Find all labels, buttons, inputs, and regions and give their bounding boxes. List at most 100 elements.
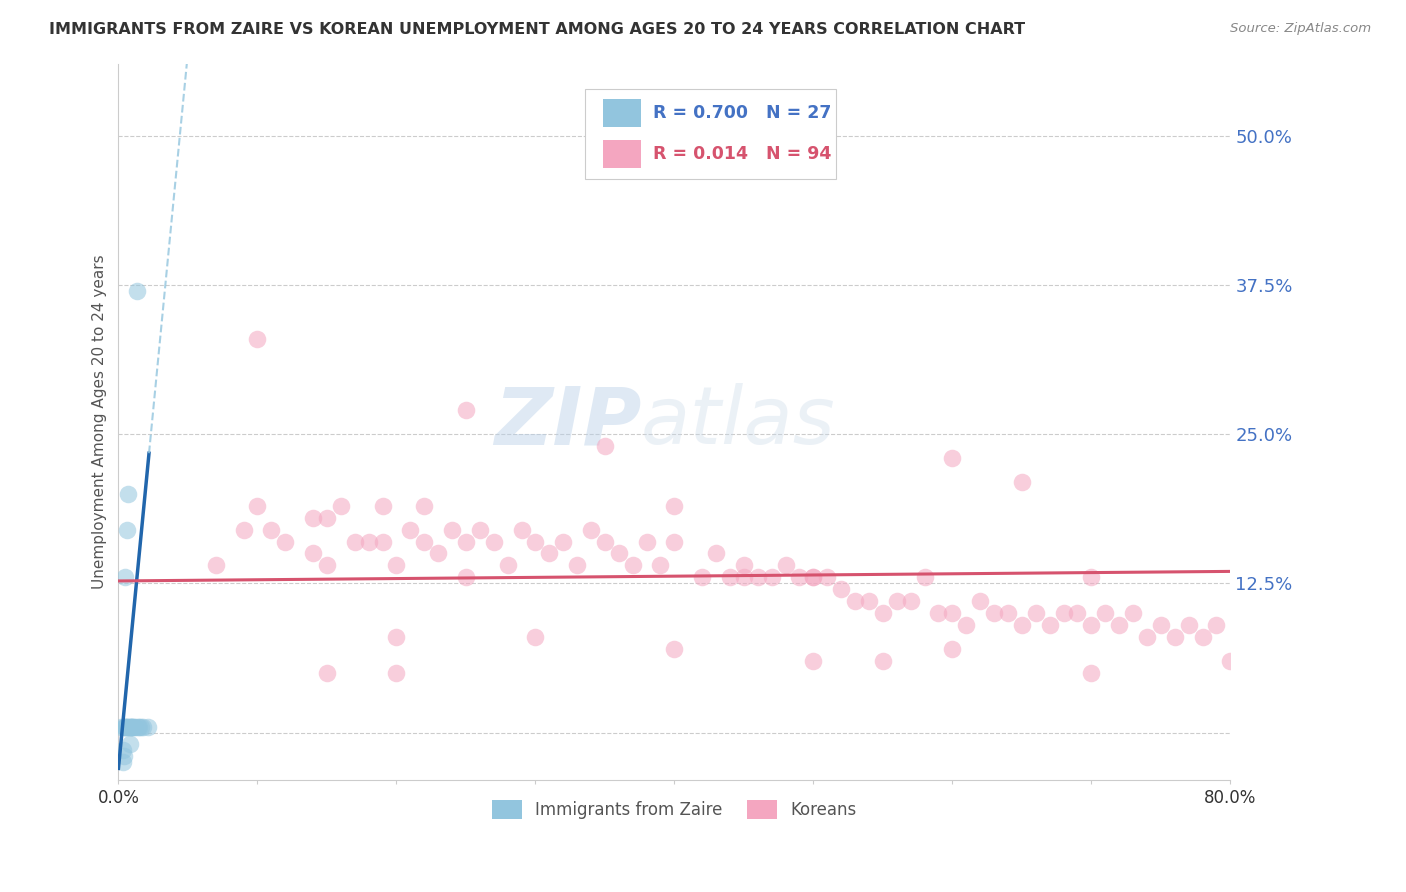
Point bbox=[803, 654, 825, 668]
FancyBboxPatch shape bbox=[603, 99, 641, 128]
Point bbox=[1025, 606, 1047, 620]
Point bbox=[1108, 618, 1130, 632]
Point bbox=[1080, 570, 1102, 584]
Text: Source: ZipAtlas.com: Source: ZipAtlas.com bbox=[1230, 22, 1371, 36]
Point bbox=[650, 558, 672, 573]
Point bbox=[129, 720, 152, 734]
Point bbox=[316, 665, 339, 680]
Point bbox=[733, 570, 755, 584]
Point bbox=[524, 630, 547, 644]
Point bbox=[125, 284, 148, 298]
Point bbox=[357, 534, 380, 549]
Point bbox=[761, 570, 783, 584]
Point bbox=[1039, 618, 1062, 632]
Point bbox=[111, 743, 134, 757]
Point bbox=[1150, 618, 1173, 632]
Point bbox=[636, 534, 658, 549]
Point bbox=[858, 594, 880, 608]
Point bbox=[1164, 630, 1187, 644]
Text: atlas: atlas bbox=[641, 384, 835, 461]
Point bbox=[955, 618, 977, 632]
Point bbox=[969, 594, 991, 608]
Point bbox=[120, 720, 142, 734]
Point bbox=[900, 594, 922, 608]
Point bbox=[775, 558, 797, 573]
Point bbox=[118, 738, 141, 752]
Point bbox=[114, 720, 136, 734]
Point bbox=[997, 606, 1019, 620]
Y-axis label: Unemployment Among Ages 20 to 24 years: Unemployment Among Ages 20 to 24 years bbox=[93, 255, 107, 590]
Point bbox=[115, 720, 138, 734]
Text: R = 0.700   N = 27: R = 0.700 N = 27 bbox=[654, 104, 831, 122]
Text: R = 0.014   N = 94: R = 0.014 N = 94 bbox=[654, 145, 831, 163]
Point bbox=[718, 570, 741, 584]
Point bbox=[553, 534, 575, 549]
Point bbox=[232, 523, 254, 537]
Point bbox=[246, 332, 269, 346]
Point bbox=[413, 534, 436, 549]
Point bbox=[983, 606, 1005, 620]
Point bbox=[524, 534, 547, 549]
Point bbox=[440, 523, 463, 537]
Point bbox=[136, 720, 159, 734]
Point bbox=[399, 523, 422, 537]
Point bbox=[115, 523, 138, 537]
Point bbox=[316, 510, 339, 524]
Point bbox=[274, 534, 297, 549]
Point bbox=[579, 523, 602, 537]
Point bbox=[121, 720, 143, 734]
Point bbox=[117, 487, 139, 501]
Point bbox=[803, 570, 825, 584]
Point bbox=[1011, 618, 1033, 632]
Point bbox=[1080, 665, 1102, 680]
Text: IMMIGRANTS FROM ZAIRE VS KOREAN UNEMPLOYMENT AMONG AGES 20 TO 24 YEARS CORRELATI: IMMIGRANTS FROM ZAIRE VS KOREAN UNEMPLOY… bbox=[49, 22, 1025, 37]
Point bbox=[468, 523, 491, 537]
Point bbox=[1191, 630, 1213, 644]
Point bbox=[803, 570, 825, 584]
Point bbox=[302, 547, 325, 561]
Point bbox=[132, 720, 155, 734]
Point bbox=[941, 606, 963, 620]
Point bbox=[510, 523, 533, 537]
Point bbox=[815, 570, 838, 584]
Point bbox=[114, 720, 136, 734]
Point bbox=[593, 534, 616, 549]
Point bbox=[413, 499, 436, 513]
Point bbox=[927, 606, 949, 620]
Point bbox=[704, 547, 727, 561]
Point bbox=[941, 450, 963, 465]
Point bbox=[789, 570, 811, 584]
Point bbox=[204, 558, 226, 573]
Point bbox=[496, 558, 519, 573]
Point bbox=[1177, 618, 1199, 632]
Point bbox=[1205, 618, 1227, 632]
Point bbox=[385, 665, 408, 680]
Point bbox=[114, 570, 136, 584]
Point bbox=[316, 558, 339, 573]
Point bbox=[538, 547, 561, 561]
Point bbox=[886, 594, 908, 608]
Point bbox=[120, 720, 142, 734]
FancyBboxPatch shape bbox=[603, 140, 641, 169]
Point bbox=[302, 510, 325, 524]
Point bbox=[607, 547, 630, 561]
Point bbox=[733, 558, 755, 573]
Point bbox=[111, 756, 134, 770]
Point bbox=[664, 642, 686, 657]
Point bbox=[385, 630, 408, 644]
Point bbox=[1136, 630, 1159, 644]
FancyBboxPatch shape bbox=[585, 89, 835, 178]
Point bbox=[128, 720, 150, 734]
Point bbox=[118, 720, 141, 734]
Point bbox=[1122, 606, 1144, 620]
Point bbox=[690, 570, 713, 584]
Point bbox=[482, 534, 505, 549]
Point bbox=[115, 720, 138, 734]
Text: ZIP: ZIP bbox=[494, 384, 641, 461]
Point bbox=[664, 534, 686, 549]
Point bbox=[343, 534, 366, 549]
Point bbox=[371, 534, 394, 549]
Point bbox=[872, 606, 894, 620]
Point bbox=[329, 499, 352, 513]
Point bbox=[1094, 606, 1116, 620]
